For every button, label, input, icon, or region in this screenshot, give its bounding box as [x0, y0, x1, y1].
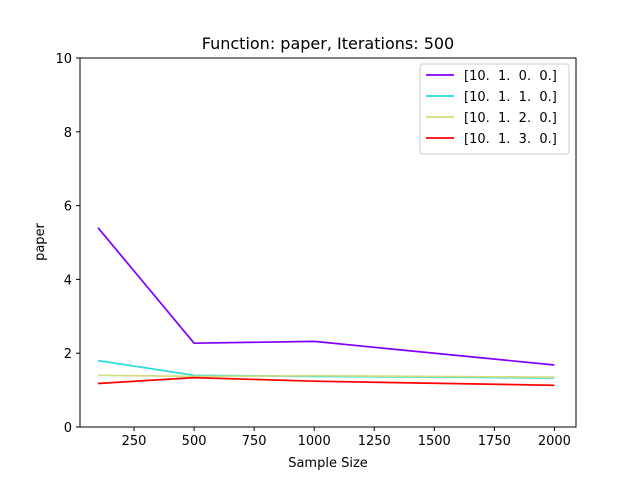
x-tick-label: 1750: [478, 434, 511, 449]
x-axis-label: Sample Size: [288, 456, 368, 471]
legend-label-2: [10. 1. 2. 0.]: [464, 111, 557, 126]
y-axis-label: paper: [33, 222, 48, 260]
x-tick-label: 1250: [358, 434, 391, 449]
y-tick-label: 4: [64, 273, 72, 288]
x-tick-label: 500: [182, 434, 207, 449]
y-tick-label: 0: [64, 421, 72, 436]
y-tick-label: 2: [64, 347, 72, 362]
series-line-3: [97, 376, 555, 387]
y-tick-label: 6: [64, 200, 72, 215]
legend-label-1: [10. 1. 1. 0.]: [464, 90, 557, 105]
x-tick-label: 1000: [298, 434, 331, 449]
legend-box: [419, 63, 570, 155]
x-tick-label: 1500: [418, 434, 451, 449]
x-tick-label: 750: [242, 434, 267, 449]
legend-label-0: [10. 1. 0. 0.]: [464, 69, 557, 84]
series-line-0: [97, 227, 555, 366]
legend: [10. 1. 0. 0.] [10. 1. 1. 0.] [10. 1. 2. 0…: [419, 63, 570, 155]
y-tick-label: 10: [55, 52, 72, 67]
axis-ticks: 250 500 750 1000 1250 1500 1750 2000 0 2 4 6 8 10: [55, 52, 570, 449]
y-tick-label: 8: [64, 126, 72, 141]
x-tick-label: 250: [122, 434, 147, 449]
series-lines: [97, 227, 555, 387]
chart-title: Function: paper, Iterations: 500: [202, 34, 454, 53]
legend-label-3: [10. 1. 3. 0.]: [464, 132, 557, 147]
x-tick-label: 2000: [538, 434, 571, 449]
series-line-2: [97, 374, 555, 379]
plot-frame: [79, 57, 577, 428]
